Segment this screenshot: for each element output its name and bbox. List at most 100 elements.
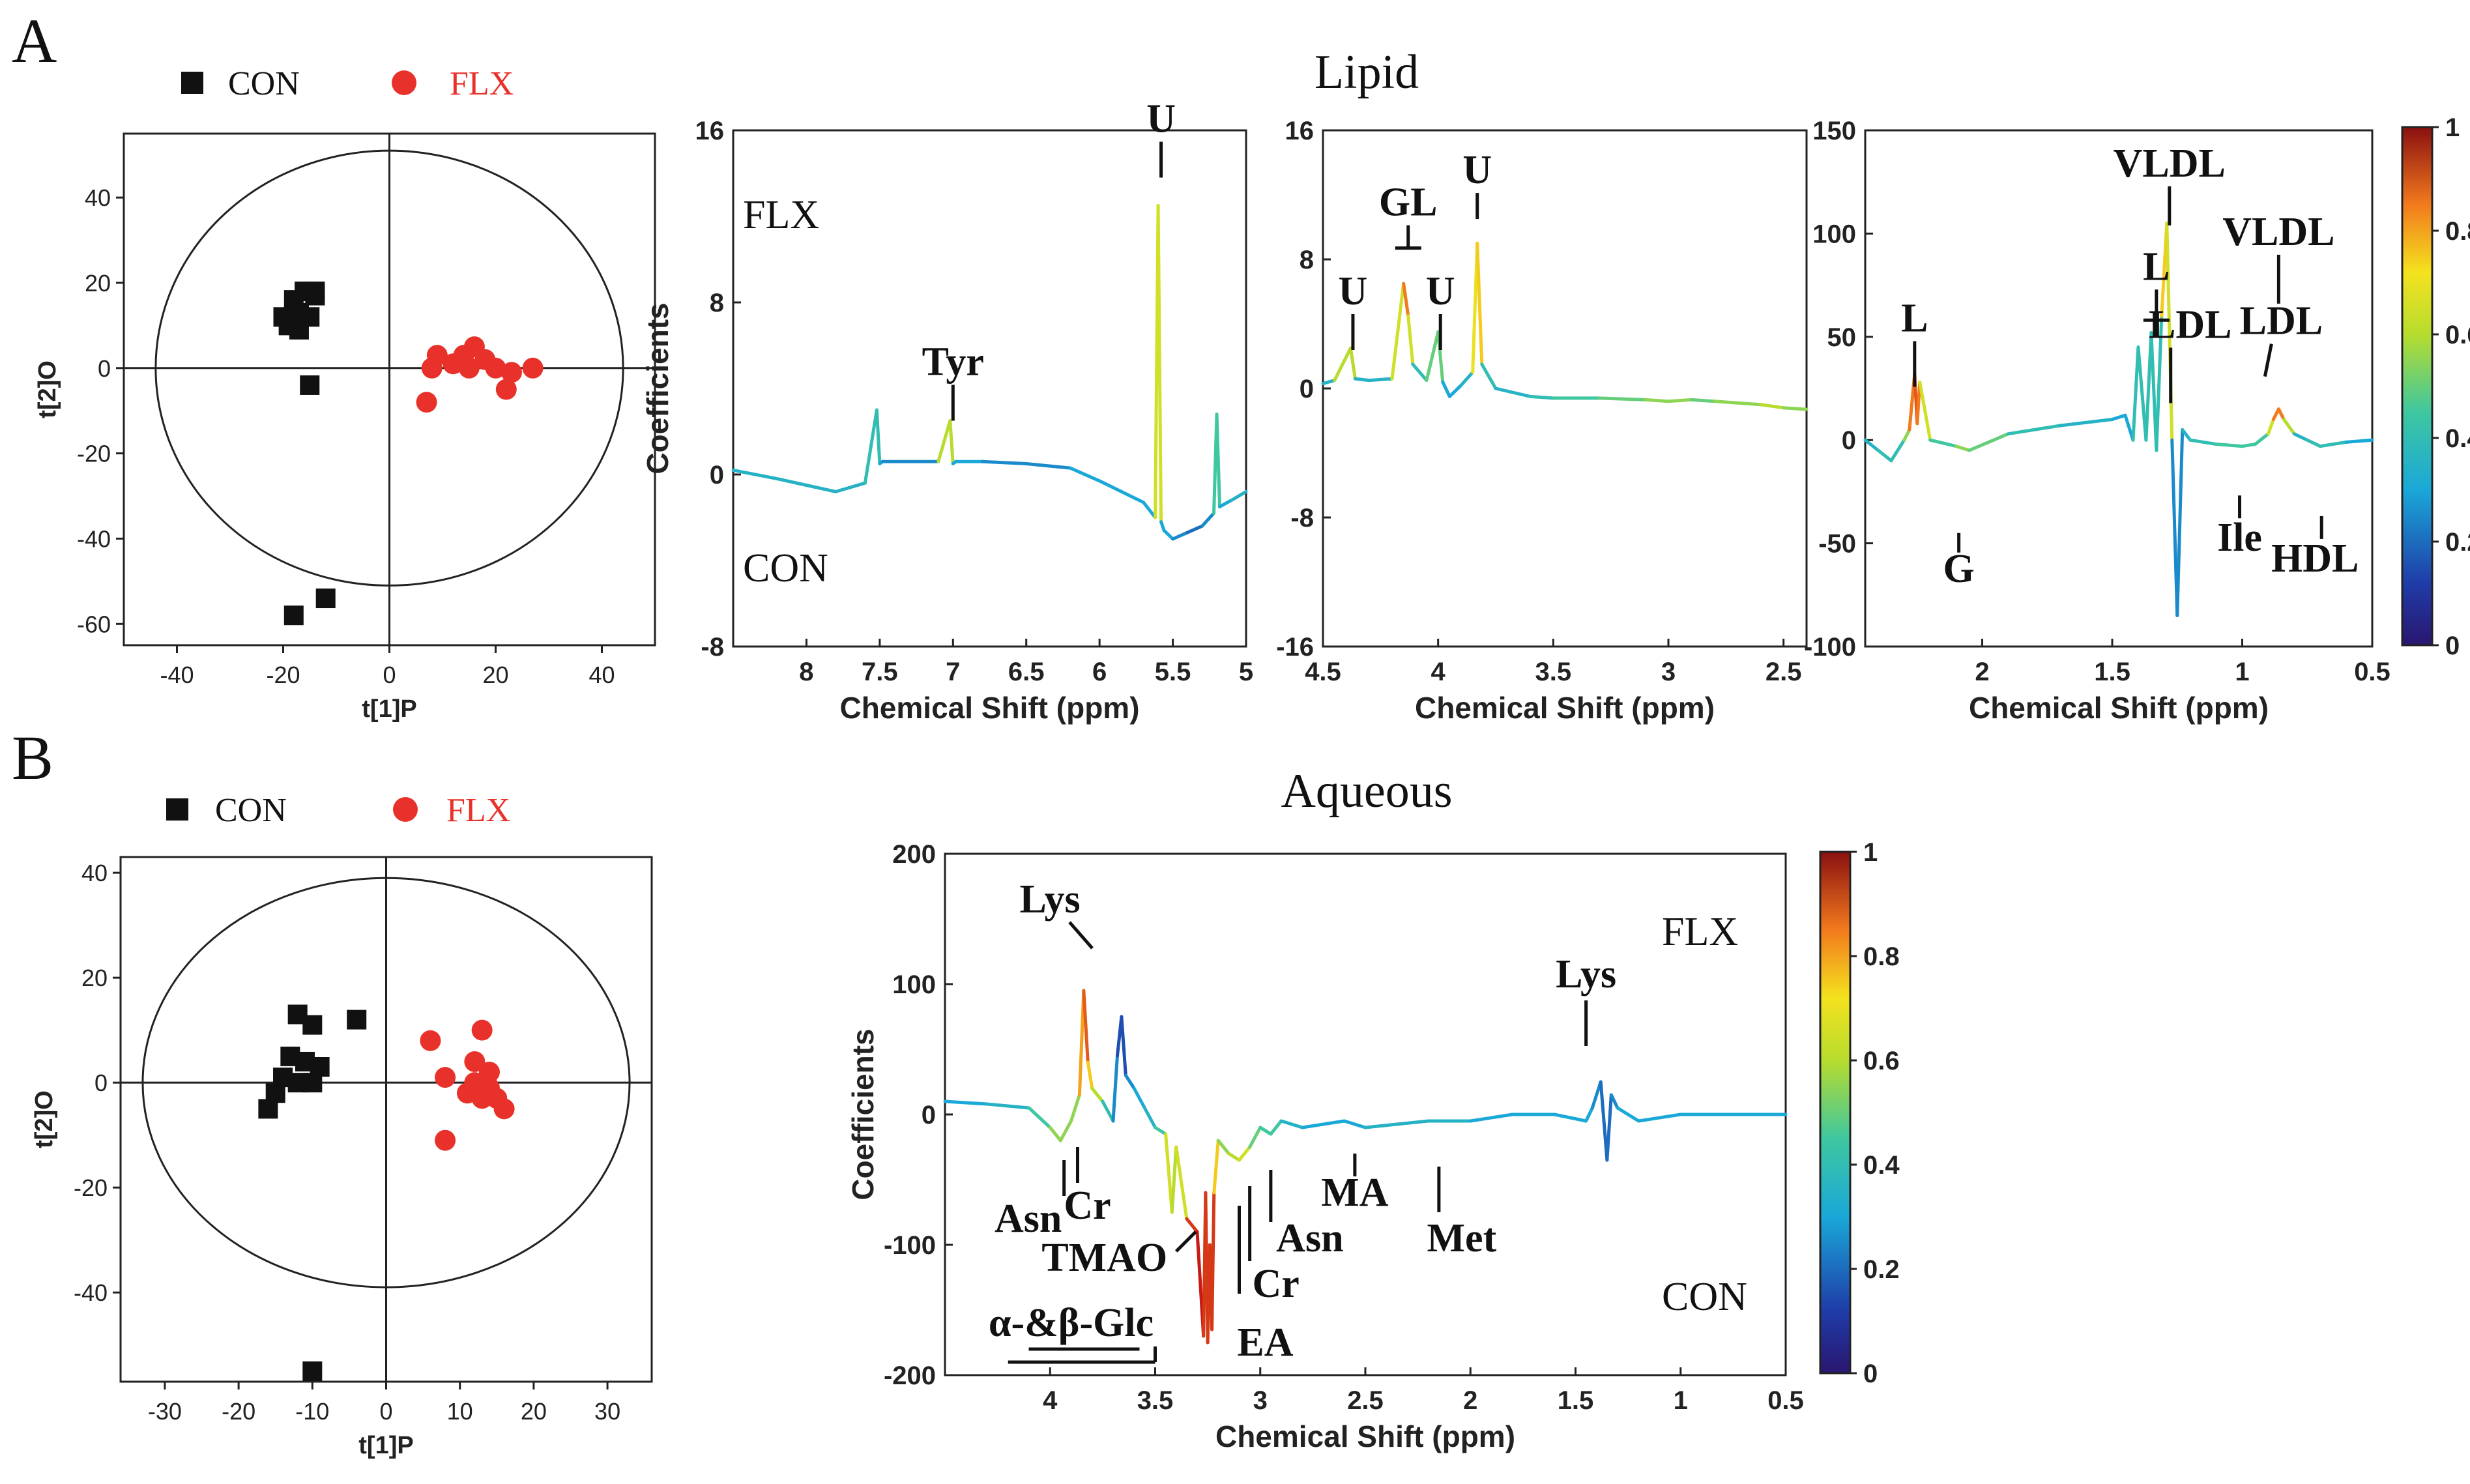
- annotation-label: MA: [1321, 1171, 1389, 1215]
- spectrum-segment: [1411, 362, 1429, 383]
- x-axis-label: Chemical Shift (ppm): [1969, 691, 2269, 725]
- spectrum-segment: [1027, 1106, 1052, 1129]
- annotation-label: Lys: [1020, 877, 1081, 922]
- spectrum-segment: [1348, 346, 1357, 381]
- x-tick-label: 6: [1092, 658, 1107, 686]
- spectrum-segment: [2131, 345, 2140, 442]
- spectrum-segment: [2165, 222, 2174, 442]
- colorbar-tick-label: 0.2: [1863, 1255, 1900, 1284]
- spectrum-segment: [1171, 531, 1189, 541]
- spectrum-segment: [1480, 362, 1498, 390]
- annotation-label: TMAO: [1041, 1236, 1167, 1280]
- spectrum-segment: [1269, 1119, 1283, 1136]
- x-tick-label: 2: [1975, 658, 1989, 686]
- spectrum-segment: [943, 1099, 989, 1106]
- spectrum-segment: [1447, 383, 1463, 398]
- spectrum-segment: [1363, 1119, 1431, 1129]
- spectrum-segment: [980, 459, 1028, 465]
- spectrum-segment: [1528, 394, 1555, 400]
- legend-con-label: CON: [215, 792, 287, 829]
- annotation-label: U: [1146, 97, 1176, 141]
- con-sample-point: [289, 319, 309, 340]
- plot-frame: [1864, 129, 2374, 648]
- spectrum-segment: [1552, 1113, 1588, 1123]
- spectrum-segment: [1782, 406, 1809, 411]
- spectrum-segment: [1367, 377, 1394, 383]
- x-tick-label: 3.5: [1137, 1386, 1174, 1415]
- spectrum-segment: [1090, 1086, 1105, 1103]
- spectrum-segment: [1441, 380, 1451, 398]
- spectrum-segment: [1475, 241, 1484, 366]
- spectrum-segment: [1666, 398, 1693, 403]
- flx-sample-point: [493, 1098, 515, 1120]
- spectrum-segment: [1279, 1119, 1304, 1129]
- y-tick-label: -40: [77, 525, 111, 552]
- flx-sample-point: [435, 1067, 456, 1088]
- x-tick-label: 4.5: [1305, 658, 1341, 686]
- x-tick-label: 20: [521, 1398, 547, 1425]
- legend-con-label: CON: [228, 65, 300, 102]
- flx-sample-point: [478, 1062, 500, 1083]
- spectrum-segment: [1111, 1054, 1119, 1123]
- colorbar-tick-label: 0.8: [1863, 942, 1900, 971]
- annotation-label: Asn: [1276, 1216, 1343, 1260]
- spectrum-segment: [1584, 1106, 1594, 1123]
- spectrum-segment: [1590, 1080, 1603, 1110]
- spectrum-segment: [2058, 418, 2114, 428]
- x-tick-label: 0: [379, 1398, 392, 1425]
- colorbar-tick-label: 0.6: [1863, 1047, 1900, 1075]
- spectrum-segment: [1120, 489, 1146, 504]
- spectrum-segment: [731, 468, 779, 481]
- spectrum-segment: [1644, 398, 1670, 403]
- spectrum-segment: [1353, 377, 1371, 383]
- y-tick-label: -20: [74, 1174, 108, 1201]
- spectrum-segment: [1124, 1073, 1136, 1090]
- spectrum-segment: [1333, 346, 1352, 383]
- annotation-label: U: [1426, 269, 1455, 313]
- spectrum-segment: [1918, 380, 1932, 442]
- panel-label-b: B: [12, 723, 53, 793]
- spectrum-segment: [1097, 479, 1124, 493]
- annotation-label: α-&β-Glc: [989, 1301, 1154, 1345]
- spectrum-segment: [1406, 314, 1415, 366]
- spectrum-segment: [1212, 1139, 1220, 1195]
- x-tick-label: -20: [266, 662, 300, 688]
- spectrum-segment: [1468, 1113, 1515, 1123]
- spectrum-segment: [985, 1102, 1031, 1110]
- spectrum-segment: [937, 419, 952, 463]
- spectrum-segment: [1402, 282, 1410, 318]
- spectrum-segment: [2276, 407, 2286, 422]
- y-tick-label: 0: [710, 461, 724, 489]
- spectrum-segment: [804, 484, 837, 493]
- spectrum-segment: [2282, 418, 2296, 436]
- con-sample-point: [283, 605, 304, 626]
- annotation-leader: [1068, 921, 1094, 950]
- spectrum-segment: [1258, 1126, 1273, 1136]
- spectrum-segment: [1343, 1119, 1367, 1129]
- annotation-label: Tyr: [922, 340, 984, 385]
- spectrum-segment: [1227, 1152, 1241, 1162]
- spectrum-segment: [2136, 345, 2148, 442]
- annotation-label: HDL: [2271, 536, 2359, 581]
- group-label-flx: FLX: [743, 193, 819, 237]
- colorbar-tick-label: 0.6: [2445, 321, 2470, 349]
- spectrum-segment: [2318, 440, 2348, 448]
- y-tick-label: -100: [884, 1231, 936, 1260]
- y-axis-label: Coefficients: [846, 1028, 880, 1200]
- flx-sample-point: [420, 1030, 441, 1051]
- group-label-con: CON: [743, 546, 828, 590]
- spectrum-segment: [1142, 1106, 1157, 1129]
- spectrum-segment: [2181, 428, 2192, 442]
- spectrum-segment: [1156, 204, 1163, 524]
- spectrum-segment: [1200, 511, 1216, 528]
- spectrum-segment: [2110, 413, 2127, 422]
- colorbar-a: 1 0.8 0.6 0.4 0.2 0: [2401, 113, 2470, 660]
- y-tick-label: 16: [695, 117, 725, 145]
- y-tick-label: 8: [1300, 246, 1314, 274]
- x-tick-label: 40: [588, 662, 615, 688]
- x-tick-label: 1.5: [1558, 1386, 1594, 1415]
- spectrum-segment: [1215, 413, 1222, 508]
- flx-sample-point: [501, 362, 522, 383]
- legend-con-marker: [166, 798, 188, 821]
- y-tick-label: 100: [892, 970, 936, 999]
